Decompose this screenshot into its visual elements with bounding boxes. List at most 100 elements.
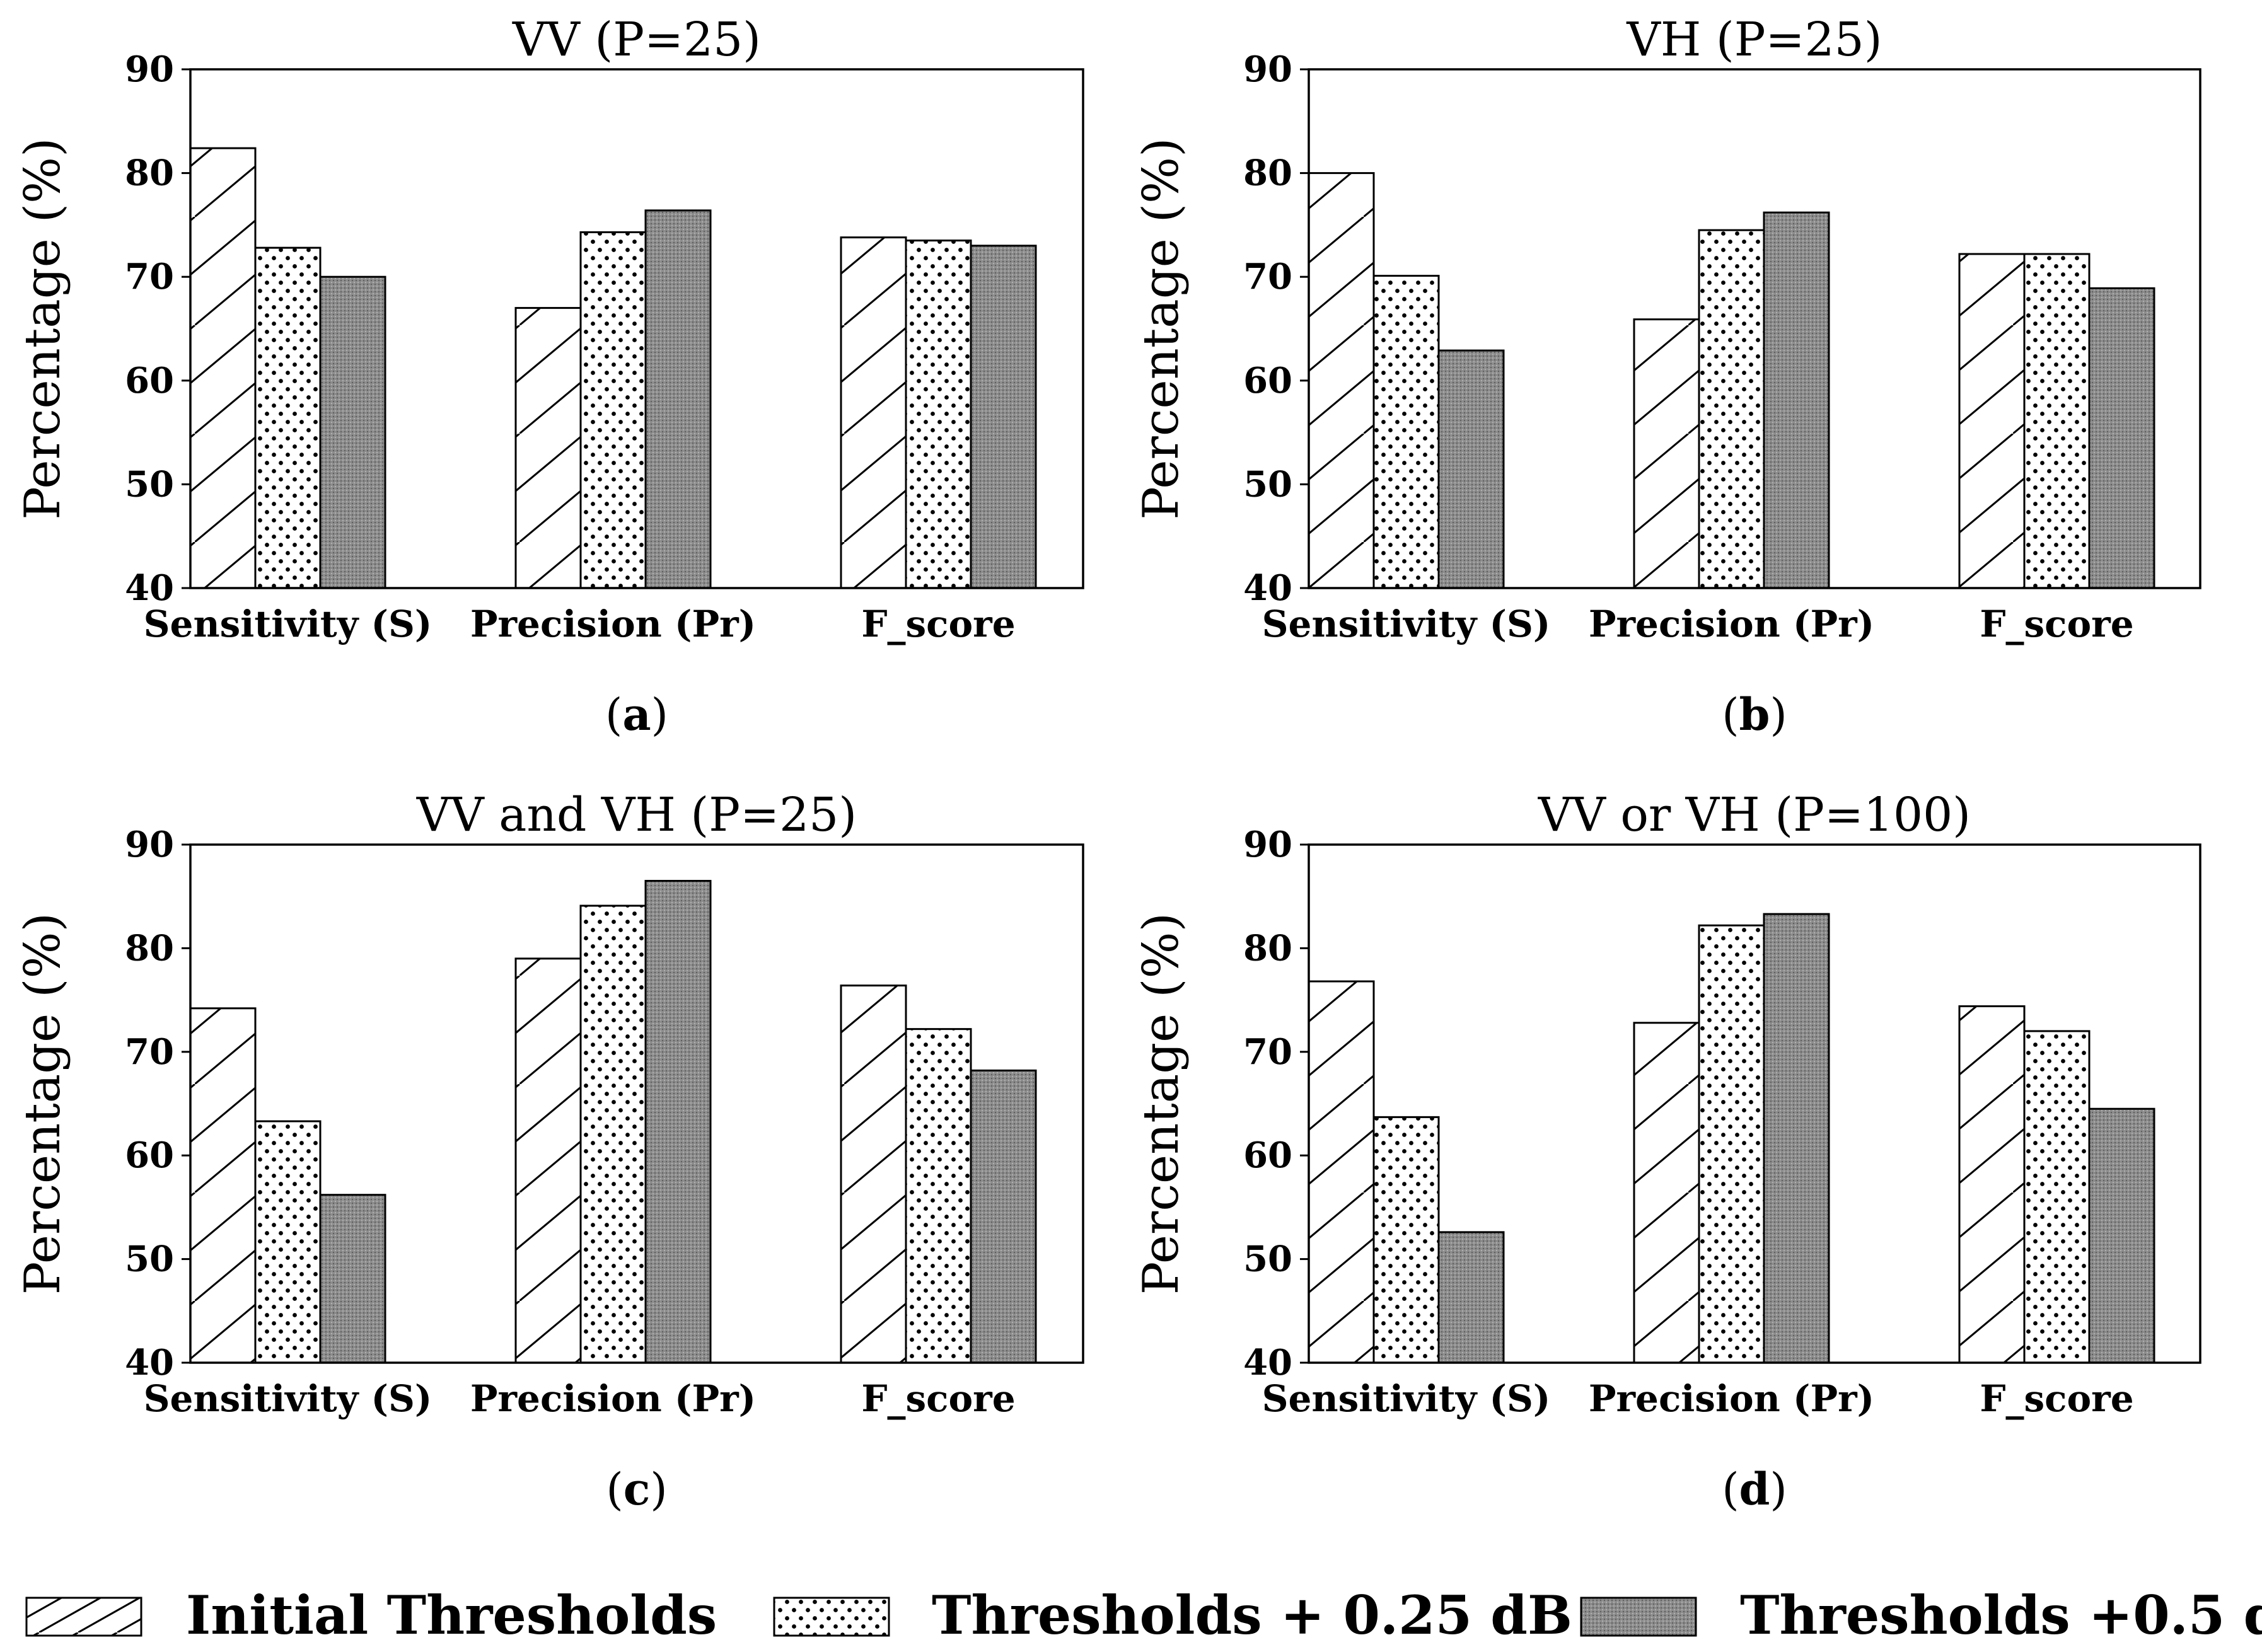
y-tick-label: 40 xyxy=(125,567,174,609)
legend-swatch xyxy=(1580,1597,1697,1637)
panel-caption: (d) xyxy=(1722,1463,1787,1515)
x-tick-label-sensitivity: Sensitivity (S) xyxy=(1262,1377,1551,1420)
chart-title: VV and VH (P=25) xyxy=(416,788,857,842)
y-tick-label: 80 xyxy=(1243,153,1292,194)
x-tick-label-precision: Precision (Pr) xyxy=(470,603,756,645)
bar-sensitivity-plus-05db xyxy=(1437,349,1505,589)
bar-precision-plus-05db xyxy=(644,209,712,589)
bar-f-score-plus-05db xyxy=(2088,1107,2155,1364)
bar-precision-plus-025db xyxy=(579,231,647,589)
x-tick-label-precision: Precision (Pr) xyxy=(470,1377,756,1420)
legend-item-initial: Initial Thresholds xyxy=(25,1584,717,1646)
y-tick-label: 80 xyxy=(1243,927,1292,969)
y-tick-label: 50 xyxy=(1243,463,1292,505)
y-axis-label: Percentage (%) xyxy=(1133,137,1190,519)
y-tick-label: 70 xyxy=(125,1031,174,1073)
chart-panels: VV (P=25) Percentage (%) 40 50 60 70 80 90 Sensi… xyxy=(14,13,2201,1515)
y-tick-label: 80 xyxy=(125,153,174,194)
panel-caption-letter: b xyxy=(1739,688,1770,741)
x-tick-label-f-score: F_score xyxy=(861,603,1015,645)
x-tick-label-f-score: F_score xyxy=(1980,1377,2133,1420)
y-tick-label: 70 xyxy=(125,256,174,297)
y-axis-label: Percentage (%) xyxy=(1133,913,1190,1295)
chart-title: VV (P=25) xyxy=(512,13,761,67)
bar-sensitivity-plus-025db xyxy=(1372,275,1440,589)
y-tick-label: 80 xyxy=(125,927,174,969)
bar-precision-initial xyxy=(1633,318,1700,589)
y-tick-label: 60 xyxy=(1243,360,1292,401)
bar-precision-plus-025db xyxy=(1698,924,1765,1364)
x-tick-label-precision: Precision (Pr) xyxy=(1589,1377,1874,1420)
bar-f-score-plus-025db xyxy=(2023,1030,2091,1364)
panel-caption-letter: a xyxy=(622,688,651,741)
x-tick-label-sensitivity: Sensitivity (S) xyxy=(144,603,432,645)
y-tick-label: 40 xyxy=(1243,567,1292,609)
y-tick-label: 50 xyxy=(125,1239,174,1280)
chart-panel-b: VH (P=25) Percentage (%) 40 50 60 70 80 90 Sensi… xyxy=(1133,13,2201,741)
bar-sensitivity-initial xyxy=(1308,980,1375,1364)
panel-caption-letter: d xyxy=(1739,1463,1770,1515)
panel-caption: (a) xyxy=(605,688,668,741)
panel-caption: (b) xyxy=(1722,688,1787,741)
bar-f-score-plus-05db xyxy=(2088,287,2155,589)
legend-label: Thresholds +0.5 dB xyxy=(1740,1584,2262,1646)
panel-caption-letter: c xyxy=(624,1463,651,1515)
panel-caption: (c) xyxy=(606,1463,667,1515)
plot-frame xyxy=(189,843,1084,1364)
y-tick-label: 90 xyxy=(1243,824,1292,865)
y-axis-label: Percentage (%) xyxy=(14,913,71,1295)
bar-sensitivity-initial xyxy=(1308,172,1375,589)
y-tick-label: 90 xyxy=(125,49,174,90)
bar-precision-initial xyxy=(514,957,582,1364)
plot-frame xyxy=(1308,843,2201,1364)
y-tick-label: 70 xyxy=(1243,1031,1292,1073)
bar-f-score-initial xyxy=(1958,1005,2026,1364)
plot-frame xyxy=(1308,68,2201,589)
chart-panel-d: VV or VH (P=100) Percentage (%) 40 50 60 70 80… xyxy=(1133,788,2201,1515)
legend-item-plus-025db: Thresholds + 0.25 dB xyxy=(773,1584,1572,1646)
bar-sensitivity-plus-025db xyxy=(1372,1116,1440,1364)
bar-precision-initial xyxy=(1633,1022,1700,1364)
legend-swatch xyxy=(25,1597,142,1637)
y-tick-label: 60 xyxy=(125,360,174,401)
y-tick-label: 90 xyxy=(1243,49,1292,90)
y-tick-label: 70 xyxy=(1243,256,1292,297)
y-tick-label: 40 xyxy=(1243,1342,1292,1383)
bar-sensitivity-plus-05db xyxy=(1437,1231,1505,1364)
y-tick-label: 50 xyxy=(125,463,174,505)
x-tick-label-sensitivity: Sensitivity (S) xyxy=(144,1377,432,1420)
x-tick-label-sensitivity: Sensitivity (S) xyxy=(1262,603,1551,645)
bar-f-score-plus-05db xyxy=(970,245,1037,589)
bar-f-score-plus-025db xyxy=(905,1028,972,1364)
bar-f-score-initial xyxy=(840,985,907,1364)
bar-precision-plus-025db xyxy=(1698,229,1765,589)
legend-label: Thresholds + 0.25 dB xyxy=(932,1584,1572,1646)
legend-swatch xyxy=(773,1597,890,1637)
bar-sensitivity-plus-025db xyxy=(254,1120,322,1364)
y-tick-label: 40 xyxy=(125,1342,174,1383)
chart-title: VH (P=25) xyxy=(1626,13,1882,67)
chart-panel-a: VV (P=25) Percentage (%) 40 50 60 70 80 90 Sensi… xyxy=(14,13,1084,741)
legend: Initial Thresholds Thresholds + 0.25 dB Th… xyxy=(25,1584,2262,1646)
bar-precision-plus-025db xyxy=(579,904,647,1364)
chart-title: VV or VH (P=100) xyxy=(1538,788,1971,842)
bar-sensitivity-plus-05db xyxy=(319,275,386,589)
y-tick-label: 60 xyxy=(1243,1135,1292,1176)
y-tick-label: 90 xyxy=(125,824,174,865)
bar-f-score-initial xyxy=(1958,253,2026,589)
bar-sensitivity-initial xyxy=(189,1007,257,1364)
legend-label: Initial Thresholds xyxy=(186,1584,717,1646)
legend-item-plus-05db: Thresholds +0.5 dB xyxy=(1580,1584,2262,1646)
y-tick-label: 50 xyxy=(1243,1239,1292,1280)
bar-f-score-plus-025db xyxy=(2023,253,2091,589)
bar-f-score-plus-025db xyxy=(905,240,972,589)
plot-frame xyxy=(189,68,1084,589)
y-axis-label: Percentage (%) xyxy=(14,137,71,519)
bar-f-score-initial xyxy=(840,236,907,589)
bar-sensitivity-initial xyxy=(189,147,257,589)
bar-precision-initial xyxy=(514,307,582,589)
bar-precision-plus-05db xyxy=(1763,913,1830,1364)
bar-f-score-plus-05db xyxy=(970,1069,1037,1364)
x-tick-label-precision: Precision (Pr) xyxy=(1589,603,1874,645)
